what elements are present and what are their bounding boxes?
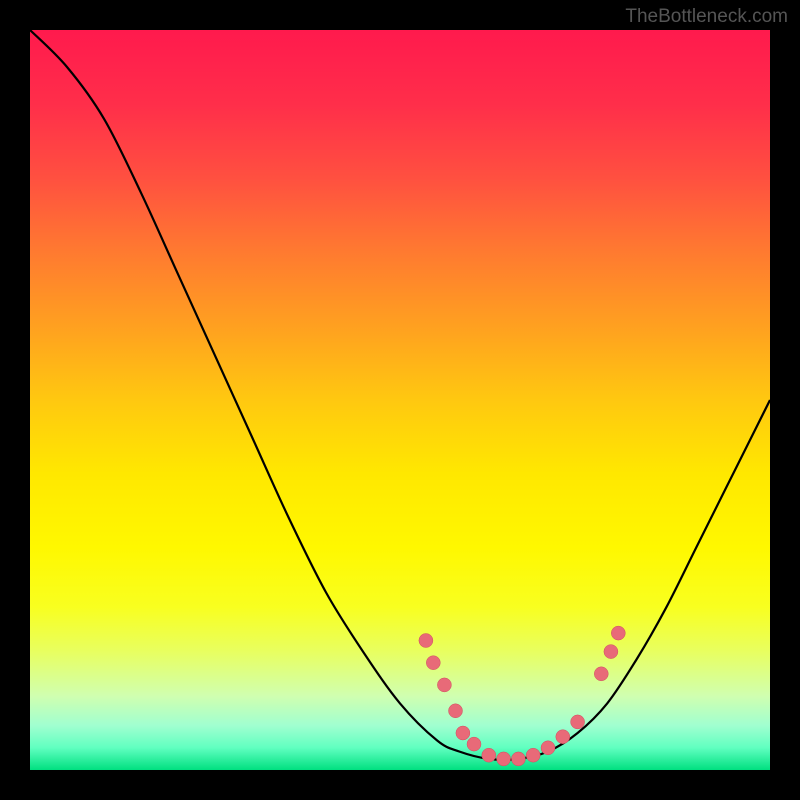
data-marker bbox=[526, 748, 540, 762]
data-marker bbox=[467, 737, 481, 751]
data-marker bbox=[497, 752, 511, 766]
data-marker bbox=[437, 678, 451, 692]
data-marker bbox=[611, 626, 625, 640]
chart-container bbox=[30, 30, 770, 770]
data-marker bbox=[456, 726, 470, 740]
bottleneck-chart bbox=[30, 30, 770, 770]
data-marker bbox=[594, 667, 608, 681]
data-marker bbox=[449, 704, 463, 718]
watermark-text: TheBottleneck.com bbox=[625, 6, 788, 28]
data-marker bbox=[556, 730, 570, 744]
data-marker bbox=[571, 715, 585, 729]
data-marker bbox=[604, 645, 618, 659]
chart-background bbox=[30, 30, 770, 770]
data-marker bbox=[541, 741, 555, 755]
data-marker bbox=[419, 634, 433, 648]
data-marker bbox=[511, 752, 525, 766]
data-marker bbox=[426, 656, 440, 670]
data-marker bbox=[482, 748, 496, 762]
